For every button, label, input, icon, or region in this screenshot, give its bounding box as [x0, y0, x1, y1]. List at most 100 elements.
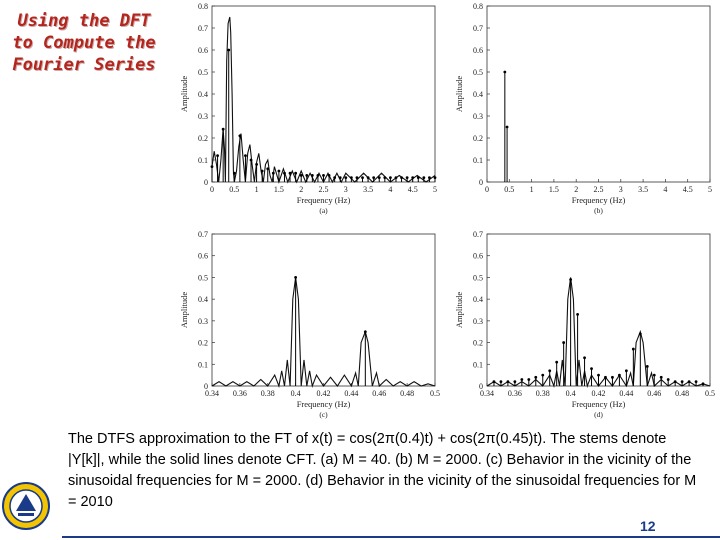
dtfs-stem-marker [562, 341, 566, 344]
x-axis-label: Frequency (Hz) [572, 195, 626, 205]
y-tick-label: 0.4 [198, 295, 208, 304]
y-tick-label: 0.6 [473, 46, 483, 55]
x-tick-label: 4.5 [408, 185, 418, 194]
dtfs-stem-marker [322, 174, 325, 177]
dtfs-stem-marker [433, 176, 437, 180]
dtfs-stem-marker [366, 176, 370, 180]
dtfs-stem-marker [333, 176, 337, 180]
dtfs-stem-marker [422, 176, 426, 180]
dtfs-stem-marker [260, 169, 264, 173]
plot-frame [211, 233, 436, 387]
y-tick-label: 0 [204, 382, 208, 391]
dtfs-stem-marker [590, 367, 593, 371]
x-tick-label: 0 [485, 185, 489, 194]
x-tick-label: 3.5 [638, 185, 648, 194]
x-axis-label: Frequency (Hz) [572, 399, 626, 409]
y-tick-label: 0.1 [198, 360, 208, 369]
dtfs-stem-marker [624, 369, 628, 373]
x-tick-label: 1.5 [549, 185, 559, 194]
dtfs-stem-marker [271, 171, 275, 175]
dtfs-stem-marker [305, 174, 309, 177]
dtfs-stem-marker [576, 312, 579, 316]
dtfs-stem-marker [277, 169, 281, 173]
slide-title-line-1: Using the DFT [17, 11, 151, 31]
y-tick-label: 0.8 [473, 2, 483, 11]
dtfs-stem-marker [548, 369, 552, 373]
x-tick-label: 1.5 [274, 185, 284, 194]
x-tick-label: 0.46 [647, 389, 661, 398]
y-tick-label: 0.1 [473, 360, 483, 369]
x-tick-label: 0 [210, 185, 214, 194]
x-tick-label: 0.34 [205, 389, 219, 398]
y-tick-label: 0.5 [198, 273, 208, 282]
dtfs-stem-marker [638, 332, 642, 336]
dtfs-stem-marker [344, 176, 348, 180]
y-tick-label: 0.2 [473, 339, 483, 348]
y-tick-label: 0 [479, 178, 483, 187]
dtfs-stem-marker [673, 380, 677, 384]
dtfs-stem-marker [266, 167, 270, 171]
dtfs-stem-marker [244, 154, 247, 158]
dtfs-stem-marker [659, 375, 663, 379]
dtfs-stem-marker [666, 378, 670, 381]
x-tick-label: 0.46 [372, 389, 386, 398]
y-tick-label: 0 [204, 178, 208, 187]
dtfs-stem-marker [294, 276, 298, 279]
chart-panel-b: 0 0.1 0.2 0.3 0.4 0.5 0.6 0.7 0.8 0 0.5 1 1.5 2 2.5 3 3.… [454, 2, 712, 215]
dtfs-stem-marker [283, 171, 286, 175]
dtfs-stem-marker [527, 378, 531, 381]
x-tick-label: 4 [388, 185, 392, 194]
dtfs-stem-marker [492, 380, 496, 384]
y-tick-label: 0.3 [473, 317, 483, 326]
figure-caption: The DTFS approximation to the FT of x(t)… [68, 431, 697, 510]
footer-rule [62, 536, 720, 538]
y-tick-label: 0.7 [473, 230, 483, 239]
y-axis-label: Amplitude [179, 76, 189, 113]
dtfs-stem-marker [227, 48, 231, 52]
x-tick-label: 2 [574, 185, 578, 194]
x-tick-label: 0.38 [536, 389, 550, 398]
x-tick-label: 3 [619, 185, 623, 194]
y-tick-label: 0.3 [198, 317, 208, 326]
x-tick-label: 0.48 [675, 389, 689, 398]
dtfs-stem-marker [513, 380, 517, 384]
y-tick-label: 0.3 [473, 112, 483, 121]
chart-panel-c: 0 0.1 0.2 0.3 0.4 0.5 0.6 0.7 0.34 0.36 0.38 0.4 0.4… [179, 230, 440, 419]
dtfs-stem-marker [618, 373, 621, 377]
panel-subtitle: (d) [594, 410, 603, 419]
dtfs-stem-marker [377, 176, 381, 180]
dtfs-stem-marker [310, 174, 314, 177]
x-tick-label: 0.4 [566, 389, 576, 398]
y-tick-label: 0.4 [473, 295, 483, 304]
x-tick-label: 1 [530, 185, 534, 194]
dtfs-stem-marker [583, 356, 586, 360]
dtfs-stem-marker [216, 154, 219, 158]
y-tick-label: 0.5 [473, 273, 483, 282]
x-tick-label: 0.4 [291, 389, 301, 398]
chart-panel-d: 0 0.1 0.2 0.3 0.4 0.5 0.6 0.7 0.34 0.36 0.38 0.4 0.4… [454, 230, 715, 419]
dtfs-stem-marker [383, 176, 387, 180]
slide-title-line-3: Fourier Series [12, 55, 156, 75]
x-tick-label: 4.5 [683, 185, 693, 194]
dtfs-stem-marker [338, 176, 342, 180]
dtfs-stem-marker [327, 174, 331, 177]
dtfs-stem-marker [394, 176, 398, 180]
y-tick-label: 0.6 [473, 252, 483, 261]
dtfs-stem-marker [372, 176, 376, 180]
x-tick-label: 0.44 [344, 389, 358, 398]
dtfs-stem-marker [569, 278, 573, 281]
dtfs-stem-marker [299, 174, 303, 177]
dtfs-stem-marker [611, 375, 614, 379]
y-tick-label: 0.2 [473, 134, 483, 143]
dtfs-stem-marker [361, 176, 364, 180]
dtfs-stem-marker [232, 171, 236, 175]
x-tick-label: 0.5 [430, 389, 440, 398]
dtfs-stem-marker [316, 174, 320, 177]
dtfs-stem-marker [652, 373, 656, 377]
dtfs-stem-marker [506, 380, 510, 384]
dtfs-stem-marker [416, 176, 420, 180]
x-tick-label: 0.42 [592, 389, 606, 398]
page-number: 12 [640, 518, 656, 534]
dtfs-stem-marker [400, 176, 403, 180]
dtfs-stem-marker [604, 375, 607, 379]
